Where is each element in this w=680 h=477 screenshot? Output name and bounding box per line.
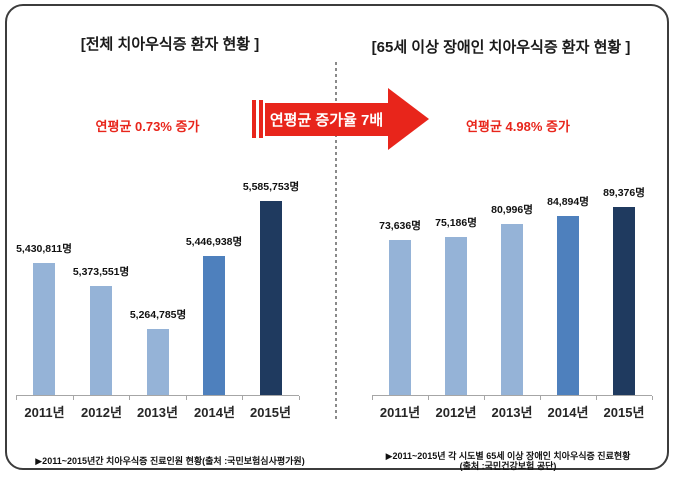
x-axis-label-2011년: 2011년	[379, 405, 421, 420]
x-axis-line	[16, 395, 299, 396]
x-axis-label-2012년: 2012년	[81, 405, 122, 420]
x-axis-tick	[596, 396, 597, 400]
x-axis-line	[372, 395, 652, 396]
value-label-2015년: 89,376명	[603, 187, 645, 199]
bar-2011년	[389, 240, 411, 395]
right-source-line2: (출처 :국민건강보험 공단)	[459, 461, 557, 471]
arrow-head-icon	[388, 88, 429, 150]
value-label-2013년: 5,264,785명	[129, 309, 187, 321]
bar-2011년	[33, 263, 55, 395]
left-growth-annotation: 연평균 0.73% 증가	[95, 119, 200, 134]
elderly-disabled-caries-bar-chart: 73,636명 2011년 75,186명 2012년 80,996명 2013년 84,8…	[372, 187, 653, 420]
x-axis-label-2013년: 2013년	[491, 405, 533, 420]
x-axis-label-2015년: 2015년	[603, 405, 645, 420]
right-source-line1: ▶2011~2015년 각 시도별 65세 이상 장애인 치아우식증 진료현황	[385, 451, 631, 461]
growth-ratio-arrow-label: 연평균 증가율 7배	[269, 112, 384, 129]
x-axis-tick	[372, 396, 373, 400]
value-label-2014년: 84,894명	[547, 196, 589, 208]
right-growth-annotation: 연평균 4.98% 증가	[466, 119, 570, 134]
bar-2015년	[613, 207, 635, 395]
value-label-2012년: 5,373,551명	[72, 266, 130, 278]
bar-2012년	[445, 237, 467, 395]
x-axis-tick	[242, 396, 243, 400]
x-axis-label-2013년: 2013년	[137, 405, 178, 420]
left-source-note: ▶2011~2015년간 치아우식증 진료인원 현황(출처 :국민보험심사평가원…	[35, 456, 305, 466]
value-label-2013년: 80,996명	[491, 204, 533, 216]
x-axis-tick	[428, 396, 429, 400]
growth-ratio-arrow: 연평균 증가율 7배	[265, 103, 388, 136]
x-axis-label-2012년: 2012년	[435, 405, 477, 420]
rounded-border-frame	[5, 4, 669, 470]
x-axis-tick	[73, 396, 74, 400]
value-label-2014년: 5,446,938명	[185, 236, 243, 248]
value-label-2012년: 75,186명	[435, 217, 477, 229]
value-label-2011년: 5,430,811명	[16, 243, 72, 255]
x-axis-tick	[540, 396, 541, 400]
x-axis-tick	[186, 396, 187, 400]
bar-2013년	[501, 224, 523, 395]
x-axis-tick	[299, 396, 300, 400]
dashed-divider-line	[335, 62, 337, 420]
total-caries-bar-chart: 5,430,811명 2011년 5,373,551명 2012년 5,264,785명…	[16, 181, 300, 420]
x-axis-tick	[484, 396, 485, 400]
bar-2014년	[203, 256, 225, 395]
arrow-speed-stripe	[252, 100, 256, 138]
bar-2014년	[557, 216, 579, 395]
x-axis-label-2011년: 2011년	[24, 405, 65, 420]
bar-2015년	[260, 201, 282, 395]
right-chart-title: [65세 이상 장애인 치아우식증 환자 현황 ]	[371, 39, 631, 56]
arrow-speed-stripe	[259, 100, 263, 138]
x-axis-label-2014년: 2014년	[547, 405, 589, 420]
left-chart-title: [전체 치아우식증 환자 현황 ]	[80, 36, 260, 53]
x-axis-tick	[129, 396, 130, 400]
value-label-2011년: 73,636명	[379, 220, 421, 232]
value-label-2015년: 5,585,753명	[242, 181, 300, 193]
x-axis-label-2014년: 2014년	[194, 405, 235, 420]
x-axis-label-2015년: 2015년	[250, 405, 291, 420]
bar-2013년	[147, 329, 169, 395]
x-axis-tick	[652, 396, 653, 400]
x-axis-tick	[16, 396, 17, 400]
bar-2012년	[90, 286, 112, 395]
right-source-note: ▶2011~2015년 각 시도별 65세 이상 장애인 치아우식증 진료현황 …	[358, 451, 658, 471]
